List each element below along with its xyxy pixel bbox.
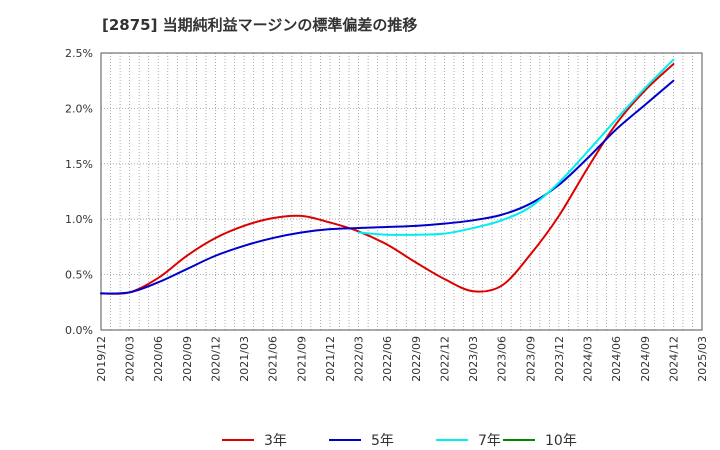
legend-item: 5年 [329,430,394,450]
x-tick-label: 2022/03 [353,336,366,382]
legend-label: 10年 [545,433,577,449]
x-tick-label: 2021/12 [324,336,337,382]
legend-swatch [503,439,535,441]
x-tick-label: 2020/06 [152,336,165,382]
legend-item: 10年 [503,430,577,450]
series-line-1 [100,79,675,295]
y-tick-label: 1.5% [65,158,93,171]
legend-label: 5年 [371,433,394,449]
y-tick-label: 2.5% [65,47,93,60]
chart-plot-area: 0.0% 0.5% 1.0% 1.5% 2.0% 2.5% 2019/12 2020/03 20… [65,47,709,382]
x-tick-label: 2024/12 [667,336,680,382]
x-tick-label: 2025/03 [696,336,709,382]
legend-swatch [329,439,361,441]
x-tick-label: 2022/06 [381,336,394,382]
legend-label: 7年 [478,433,501,449]
chart-title: [2875] 当期純利益マージンの標準偏差の推移 [102,16,418,34]
x-tick-label: 2020/12 [209,336,222,382]
x-tick-label: 2023/09 [524,336,537,382]
x-tick-label: 2021/09 [295,336,308,382]
legend-swatch [222,439,254,441]
x-tick-label: 2023/03 [467,336,480,382]
x-tick-label: 2021/03 [238,336,251,382]
x-tick-label: 2024/03 [582,336,595,382]
x-tick-label: 2022/09 [410,336,423,382]
x-tick-label: 2022/12 [438,336,451,382]
chart-root: [2875] 当期純利益マージンの標準偏差の推移 0.0% 0.5% 1.0% 1.5… [65,16,709,449]
y-tick-label: 0.5% [65,269,93,282]
plot-frame [100,52,703,331]
y-tick-label: 0.0% [65,324,93,337]
legend-item: 3年 [222,430,287,450]
legend-label: 3年 [264,433,287,449]
y-tick-label: 1.0% [65,213,93,226]
legend-swatch [436,439,468,441]
y-tick-label: 2.0% [65,102,93,115]
legend-item: 7年 [436,430,501,450]
x-tick-label: 2020/09 [181,336,194,382]
x-tick-label: 2023/12 [553,336,566,382]
x-tick-label: 2023/06 [496,336,509,382]
series-line-2 [357,58,675,236]
x-tick-label: 2024/06 [610,336,623,382]
x-tick-label: 2019/12 [95,336,108,382]
x-tick-label: 2021/06 [267,336,280,382]
x-tick-label: 2024/09 [639,336,652,382]
plot-background [101,53,702,330]
series-line-0 [100,63,675,295]
x-tick-label: 2020/03 [124,336,137,382]
